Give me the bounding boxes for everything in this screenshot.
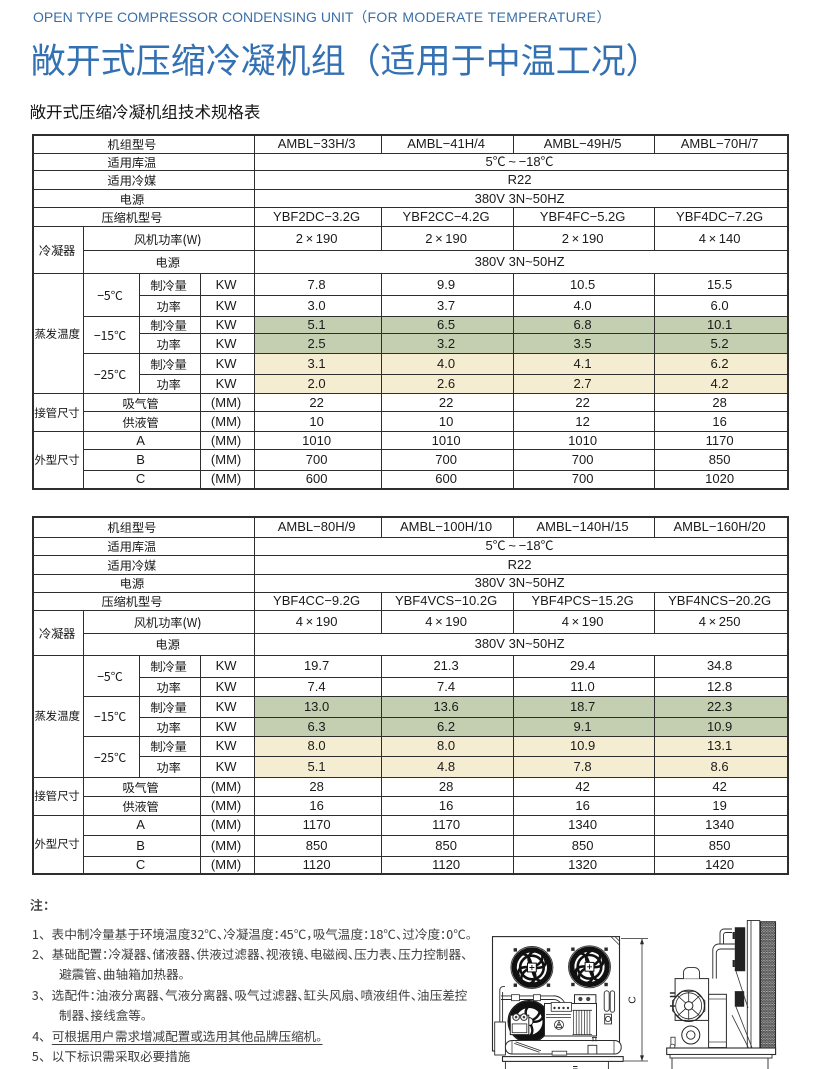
svg-text:C: C	[627, 996, 639, 1004]
